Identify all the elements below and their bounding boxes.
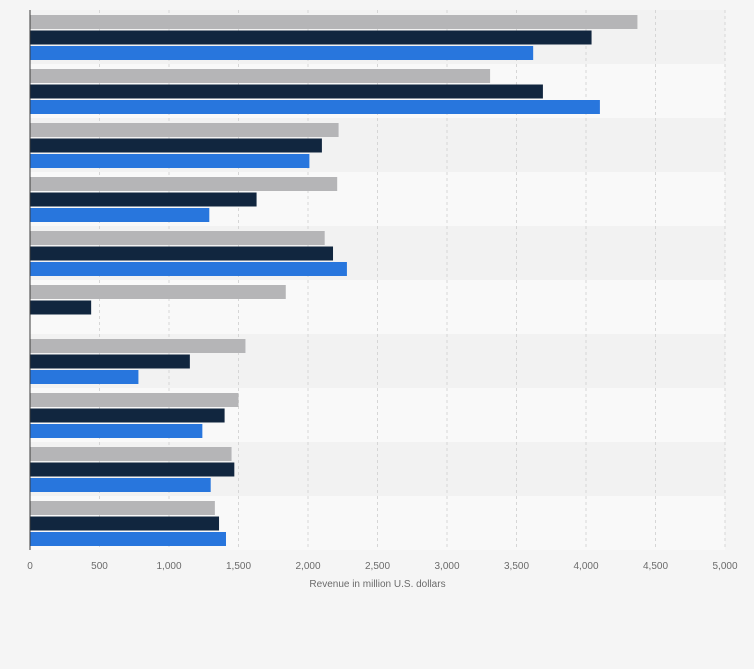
bar <box>30 339 246 353</box>
x-tick-label: 4,000 <box>573 561 598 572</box>
bar <box>30 30 592 45</box>
bar <box>30 354 190 369</box>
x-tick-label: 5,000 <box>712 561 737 572</box>
bar <box>30 447 232 461</box>
bar <box>30 154 310 168</box>
bar <box>30 123 339 137</box>
bar <box>30 69 491 83</box>
bar <box>30 501 215 515</box>
x-tick-label: 1,500 <box>226 561 251 572</box>
bar <box>30 424 203 438</box>
bar <box>30 370 139 384</box>
bar <box>30 100 600 114</box>
bar <box>30 177 338 191</box>
bar <box>30 46 534 60</box>
x-tick-label: 4,500 <box>643 561 668 572</box>
bar <box>30 532 226 546</box>
bar <box>30 246 334 261</box>
x-tick-label: 3,000 <box>434 561 459 572</box>
bars <box>30 15 638 546</box>
bar <box>30 138 322 153</box>
bar <box>30 84 543 99</box>
bar <box>30 192 257 207</box>
bar <box>30 462 235 477</box>
bar <box>30 208 210 222</box>
bar <box>30 393 239 407</box>
x-tick-label: 0 <box>27 561 33 572</box>
bar <box>30 478 211 492</box>
x-tick-label: 3,500 <box>504 561 529 572</box>
x-tick-label: 2,000 <box>295 561 320 572</box>
bar <box>30 285 286 299</box>
x-tick-label: 2,500 <box>365 561 390 572</box>
x-axis-ticks: 0 500 1,000 1,500 2,000 2,500 3,000 3,500 4,000 4… <box>27 561 738 572</box>
bar <box>30 262 347 276</box>
bar <box>30 231 325 245</box>
bar <box>30 408 225 423</box>
x-axis-title: Revenue in million U.S. dollars <box>309 579 445 590</box>
bar <box>30 15 638 29</box>
bar <box>30 516 220 531</box>
x-tick-label: 500 <box>91 561 108 572</box>
bar <box>30 300 92 315</box>
x-tick-label: 1,000 <box>156 561 181 572</box>
